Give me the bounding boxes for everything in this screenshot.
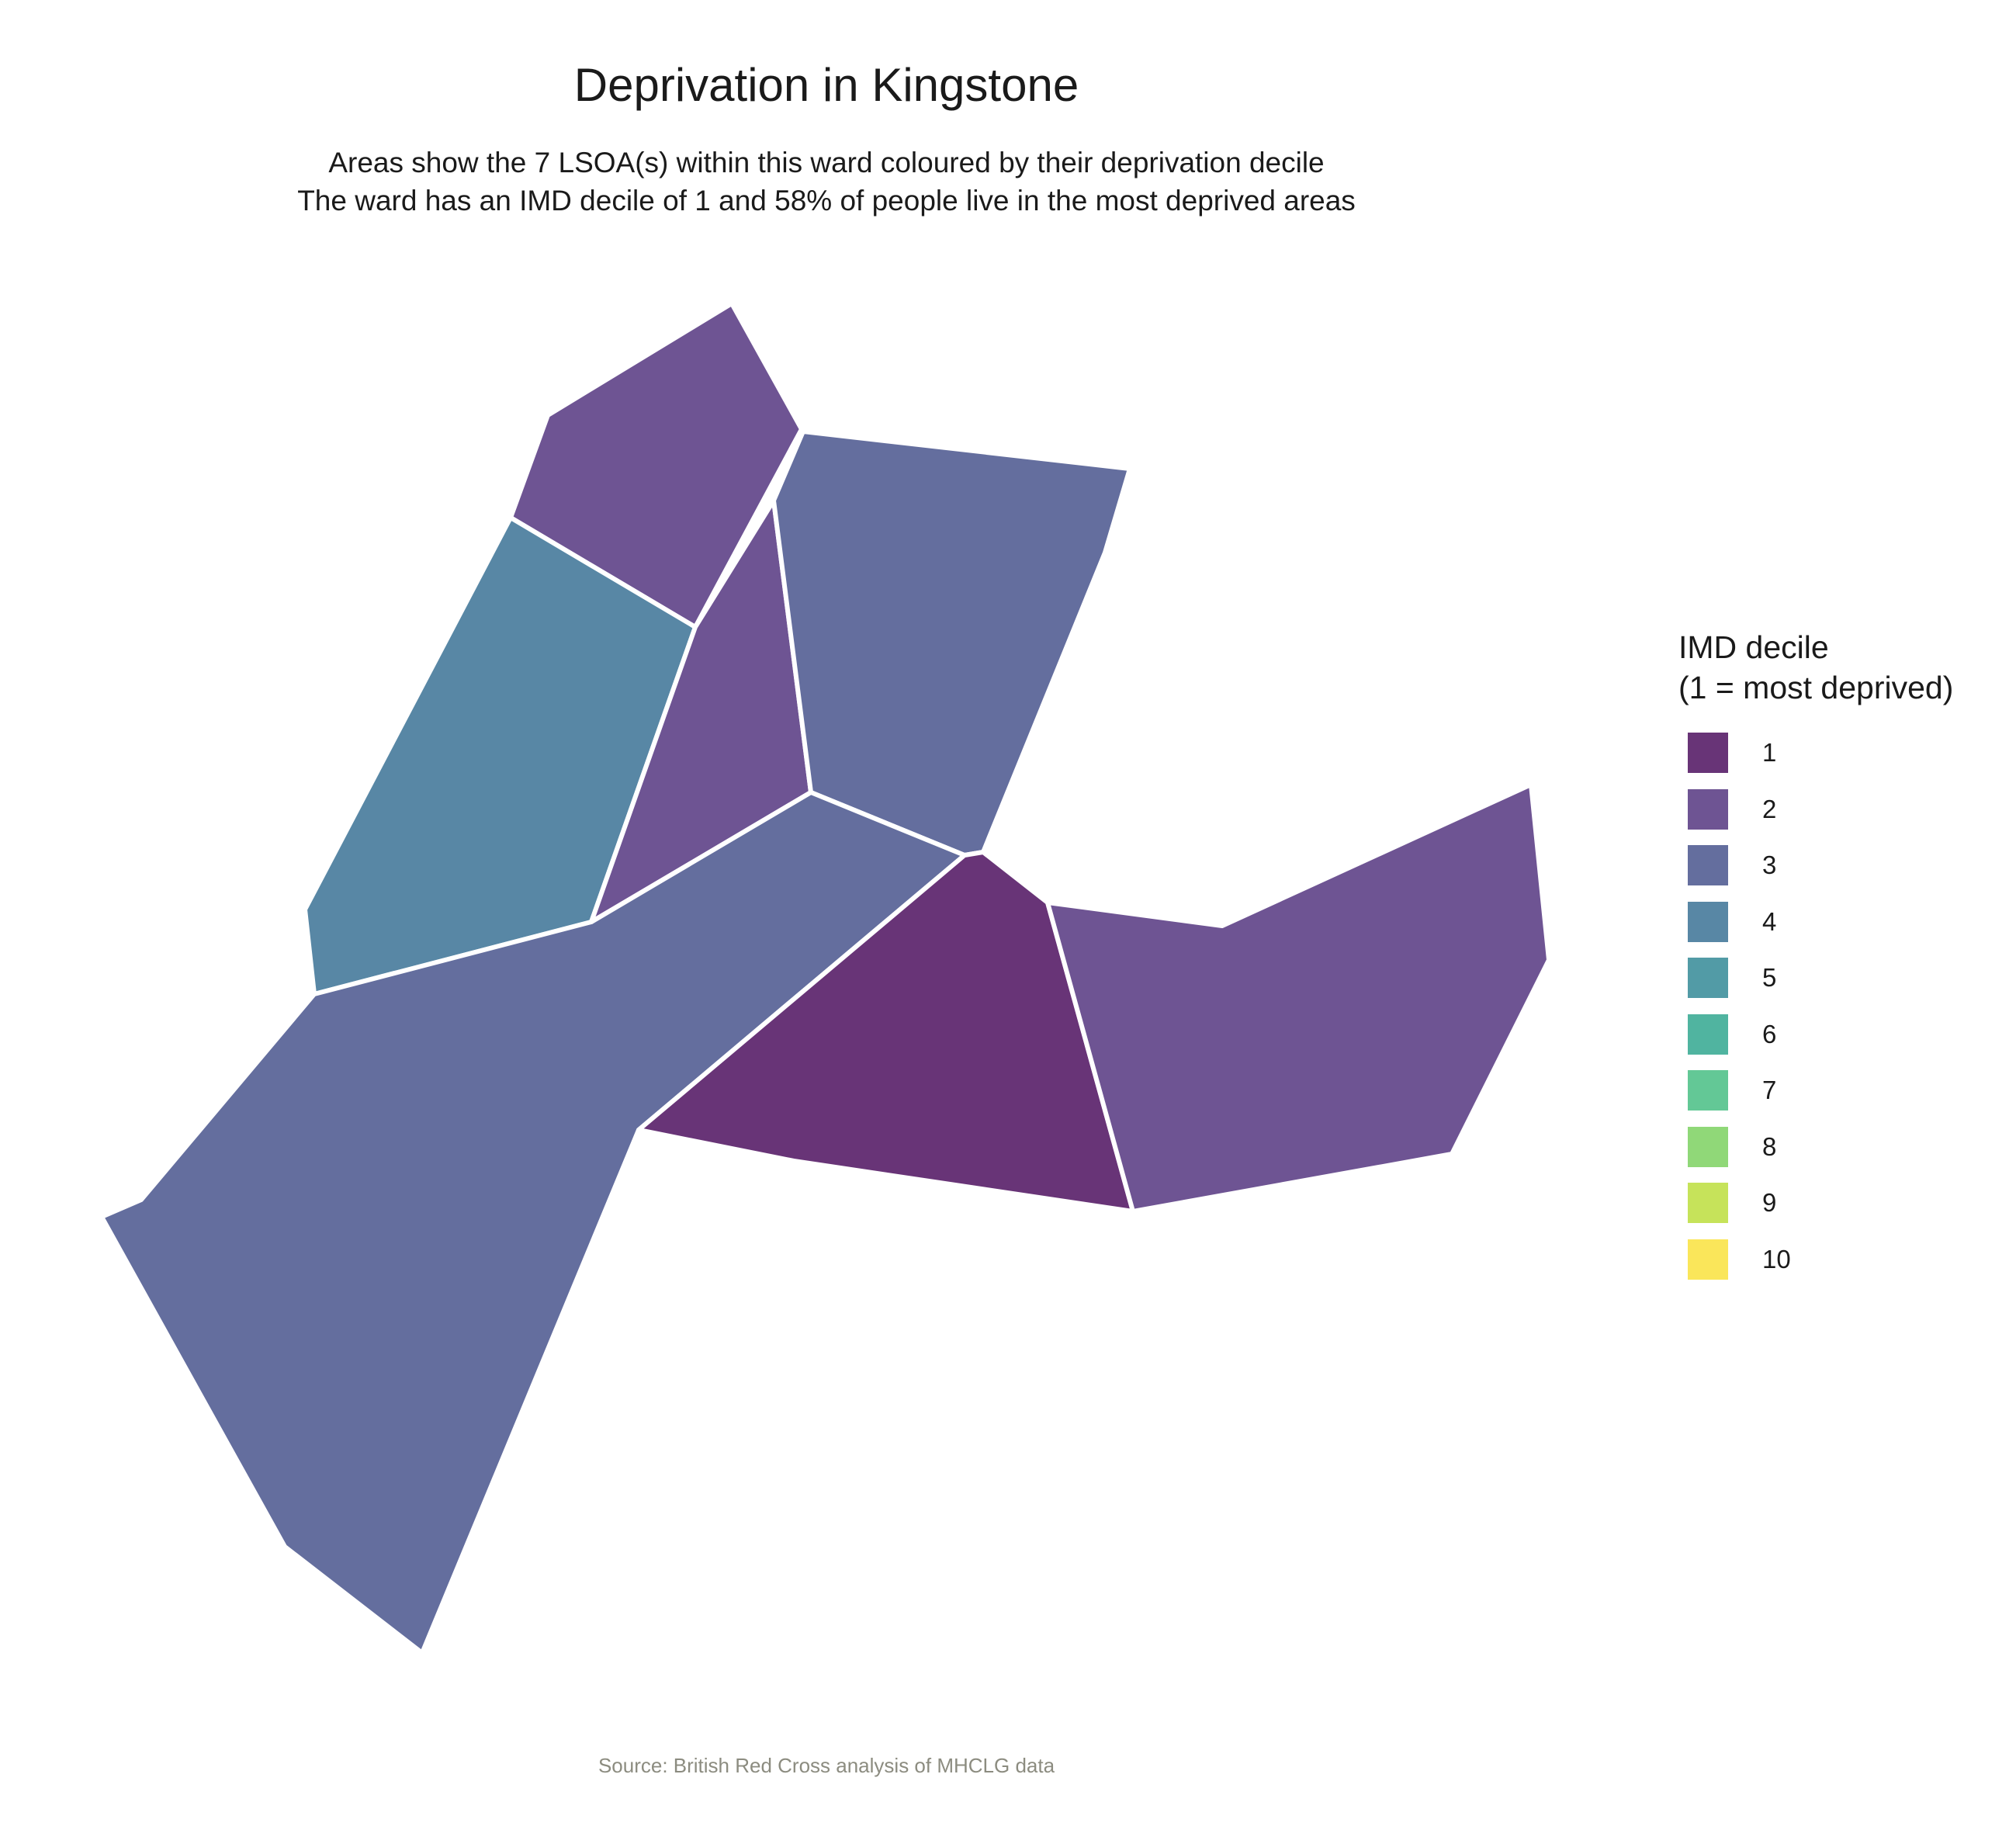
legend-label: 1 [1762, 738, 1777, 768]
chart-title: Deprivation in Kingstone [573, 59, 1079, 111]
legend-label: 3 [1762, 851, 1777, 880]
legend-swatch [1688, 1183, 1728, 1224]
legend-label: 5 [1762, 963, 1777, 993]
legend-swatch [1688, 958, 1728, 999]
legend-swatch [1688, 1239, 1728, 1280]
lsoa-east[interactable] [1045, 782, 1551, 1214]
legend-item-10: 10 [1678, 1232, 2004, 1288]
legend-swatch [1688, 1070, 1728, 1111]
legend-swatch [1688, 901, 1728, 942]
legend-title-line-1: IMD decile [1678, 629, 1829, 665]
legend-item-6: 6 [1678, 1007, 2004, 1063]
legend-item-2: 2 [1678, 781, 2004, 838]
legend-item-4: 4 [1678, 894, 2004, 951]
lsoa-southwest[interactable] [99, 790, 967, 1655]
legend: IMD decile (1 = most deprived) 1 2 3 4 5… [1678, 627, 2004, 1287]
source-caption: Source: British Red Cross analysis of MH… [598, 1754, 1055, 1777]
legend-label: 10 [1762, 1244, 1791, 1273]
subtitle-line-2: The ward has an IMD decile of 1 and 58% … [297, 185, 1356, 217]
legend-label: 4 [1762, 906, 1777, 936]
legend-items: 1 2 3 4 5 6 7 8 [1678, 725, 2004, 1287]
legend-item-3: 3 [1678, 837, 2004, 894]
legend-title: IMD decile (1 = most deprived) [1678, 627, 2004, 708]
legend-label: 6 [1762, 1019, 1777, 1048]
legend-swatch [1688, 733, 1728, 774]
legend-label: 8 [1762, 1131, 1777, 1161]
legend-item-8: 8 [1678, 1119, 2004, 1176]
legend-label: 2 [1762, 794, 1777, 823]
legend-label: 7 [1762, 1076, 1777, 1105]
legend-item-9: 9 [1678, 1175, 2004, 1232]
subtitle-line-1: Areas show the 7 LSOA(s) within this war… [328, 147, 1325, 178]
legend-item-7: 7 [1678, 1062, 2004, 1119]
legend-swatch [1688, 1126, 1728, 1167]
lsoa-northeast[interactable] [771, 429, 1132, 858]
legend-title-line-2: (1 = most deprived) [1678, 670, 1954, 705]
legend-swatch [1688, 845, 1728, 886]
legend-swatch [1688, 1014, 1728, 1055]
legend-item-1: 1 [1678, 725, 2004, 781]
legend-label: 9 [1762, 1188, 1777, 1218]
legend-item-5: 5 [1678, 950, 2004, 1007]
legend-swatch [1688, 788, 1728, 830]
